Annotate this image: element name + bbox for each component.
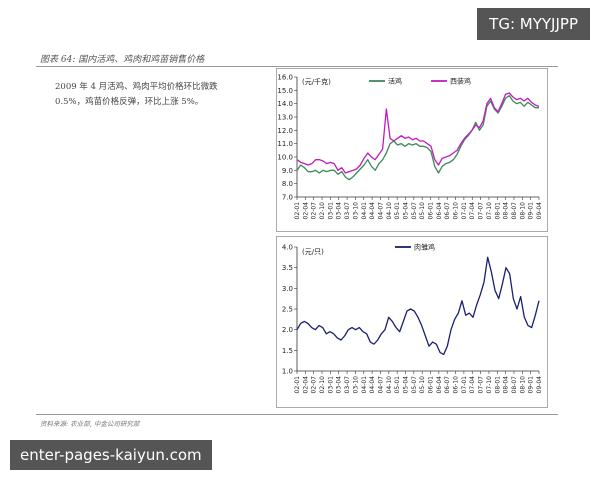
- x-tick-label: 06-04: [436, 202, 443, 220]
- x-tick-label: 02-07: [311, 376, 318, 394]
- title-divider: [36, 66, 558, 67]
- chick-price-svg: 1.0 1.5 2.0 2.5 3.0 3.5 4.0 02-01 02-04 02-07 02-1…: [282, 243, 543, 394]
- x-tick-label: 04-04: [369, 202, 376, 220]
- series-line-2: [296, 92, 540, 174]
- x-tick-label: 05-04: [402, 202, 409, 220]
- x-tick-label: 05-04: [402, 376, 409, 394]
- y-tick-label: 15.0: [277, 87, 293, 95]
- series-line-1: [296, 256, 540, 356]
- x-tick-label: 08-10: [519, 376, 526, 394]
- note-text: 2009 年 4 月活鸡、鸡肉平均价格环比微跌 0.5%，鸡苗价格反弹，环比上涨…: [55, 82, 218, 107]
- chick-price-chart: 1.0 1.5 2.0 2.5 3.0 3.5 4.0 02-01 02-04 02-07 02-1…: [276, 236, 548, 408]
- x-tick-label: 07-07: [478, 376, 485, 394]
- x-tick-label: 02-01: [294, 376, 301, 394]
- x-tick-label: 08-04: [503, 376, 510, 394]
- y-tick-label: 13.0: [277, 114, 293, 122]
- x-tick-label: 06-01: [428, 202, 435, 220]
- x-tick-label: 08-07: [511, 376, 518, 394]
- x-tick-label: 04-07: [377, 202, 384, 220]
- x-tick-label: 05-07: [411, 202, 418, 220]
- x-tick-label: 02-10: [319, 202, 326, 220]
- y-tick-label: 8.0: [282, 180, 293, 188]
- source-note: 资料来源: 农业部, 中金公司研究部: [40, 420, 140, 428]
- x-tick-label: 04-10: [386, 376, 393, 394]
- x-tick-label: 07-10: [486, 202, 493, 220]
- x-tick-label: 06-10: [453, 376, 460, 394]
- x-tick-label: 05-07: [411, 376, 418, 394]
- x-tick-label: 02-04: [302, 202, 309, 220]
- x-tick-label: 07-10: [486, 376, 493, 394]
- x-tick-label: 08-10: [519, 202, 526, 220]
- unit-label: (元/千克): [302, 77, 331, 86]
- x-tick-label: 04-01: [361, 376, 368, 394]
- x-tick-label: 03-10: [352, 376, 359, 394]
- x-tick-label: 04-04: [369, 376, 376, 394]
- x-tick-label: 06-10: [453, 202, 460, 220]
- x-tick-label: 06-07: [444, 376, 451, 394]
- x-tick-label: 03-01: [327, 202, 334, 220]
- series-line-1: [296, 95, 539, 181]
- y-tick-label: 14.0: [277, 100, 293, 108]
- x-tick-label: 03-01: [327, 376, 334, 394]
- x-tick-label: 07-01: [461, 376, 468, 394]
- x-tick-label: 08-04: [503, 202, 510, 220]
- x-tick-label: 04-01: [361, 202, 368, 220]
- x-tick-label: 02-04: [302, 376, 309, 394]
- x-tick-label: 03-10: [352, 202, 359, 220]
- x-tick-label: 03-04: [336, 202, 343, 220]
- y-tick-label: 16.0: [277, 74, 293, 82]
- y-tick-label: 2.5: [282, 306, 293, 314]
- x-tick-label: 02-10: [319, 376, 326, 394]
- x-tick-label: 04-10: [386, 202, 393, 220]
- x-tick-label: 06-01: [428, 376, 435, 394]
- x-tick-label: 09-01: [528, 202, 535, 220]
- x-tick-label: 02-07: [311, 202, 318, 220]
- x-tick-label: 07-01: [461, 202, 468, 220]
- unit-label: (元/只): [302, 248, 324, 256]
- x-tick-label: 05-01: [394, 202, 401, 220]
- x-tick-label: 05-10: [419, 376, 426, 394]
- x-tick-label: 08-07: [511, 202, 518, 220]
- y-tick-label: 4.0: [282, 244, 293, 252]
- x-tick-label: 06-04: [436, 376, 443, 394]
- x-tick-label: 04-07: [377, 376, 384, 394]
- x-tick-label: 02-01: [294, 202, 301, 220]
- watermark-bottom: enter-pages-kaiyun.com: [10, 440, 212, 470]
- x-tick-label: 07-04: [469, 202, 476, 220]
- x-tick-label: 03-04: [336, 376, 343, 394]
- watermark-top: TG: MYYJJPP: [477, 8, 590, 40]
- x-tick-label: 03-07: [344, 202, 351, 220]
- legend-label-1: 肉雏鸡: [414, 243, 435, 252]
- x-tick-label: 06-07: [444, 202, 451, 220]
- footer-divider: [36, 414, 558, 415]
- y-tick-label: 12.0: [277, 127, 293, 135]
- y-tick-label: 10.0: [277, 154, 293, 162]
- y-tick-label: 1.5: [282, 347, 293, 355]
- x-tick-label: 08-01: [494, 202, 501, 220]
- x-tick-label: 07-04: [469, 376, 476, 394]
- y-tick-label: 3.5: [282, 264, 293, 272]
- x-tick-label: 05-01: [394, 376, 401, 394]
- y-tick-label: 2.0: [282, 326, 293, 334]
- x-tick-label: 07-07: [478, 202, 485, 220]
- chicken-meat-price-chart: 7.0 8.0 9.0 10.0 11.0 12.0 13.0 14.0 15.0 16.0 02-…: [276, 68, 548, 232]
- x-tick-label: 09-04: [536, 376, 543, 394]
- y-tick-label: 7.0: [282, 194, 293, 202]
- x-tick-label: 05-10: [419, 202, 426, 220]
- x-tick-label: 08-01: [494, 376, 501, 394]
- x-tick-label: 03-07: [344, 376, 351, 394]
- chicken-meat-price-svg: 7.0 8.0 9.0 10.0 11.0 12.0 13.0 14.0 15.0 16.0 02-…: [277, 74, 543, 220]
- x-tick-label: 09-01: [528, 376, 535, 394]
- legend-label-1: 活鸡: [388, 77, 402, 86]
- y-tick-label: 1.0: [282, 368, 293, 376]
- figure-title: 图表 64: 国内活鸡、鸡肉和鸡苗销售价格: [40, 55, 205, 65]
- y-tick-label: 3.0: [282, 285, 293, 293]
- y-tick-label: 9.0: [282, 167, 293, 175]
- legend-label-2: 西装鸡: [450, 77, 471, 86]
- y-tick-label: 11.0: [277, 140, 293, 148]
- x-tick-label: 09-04: [536, 202, 543, 220]
